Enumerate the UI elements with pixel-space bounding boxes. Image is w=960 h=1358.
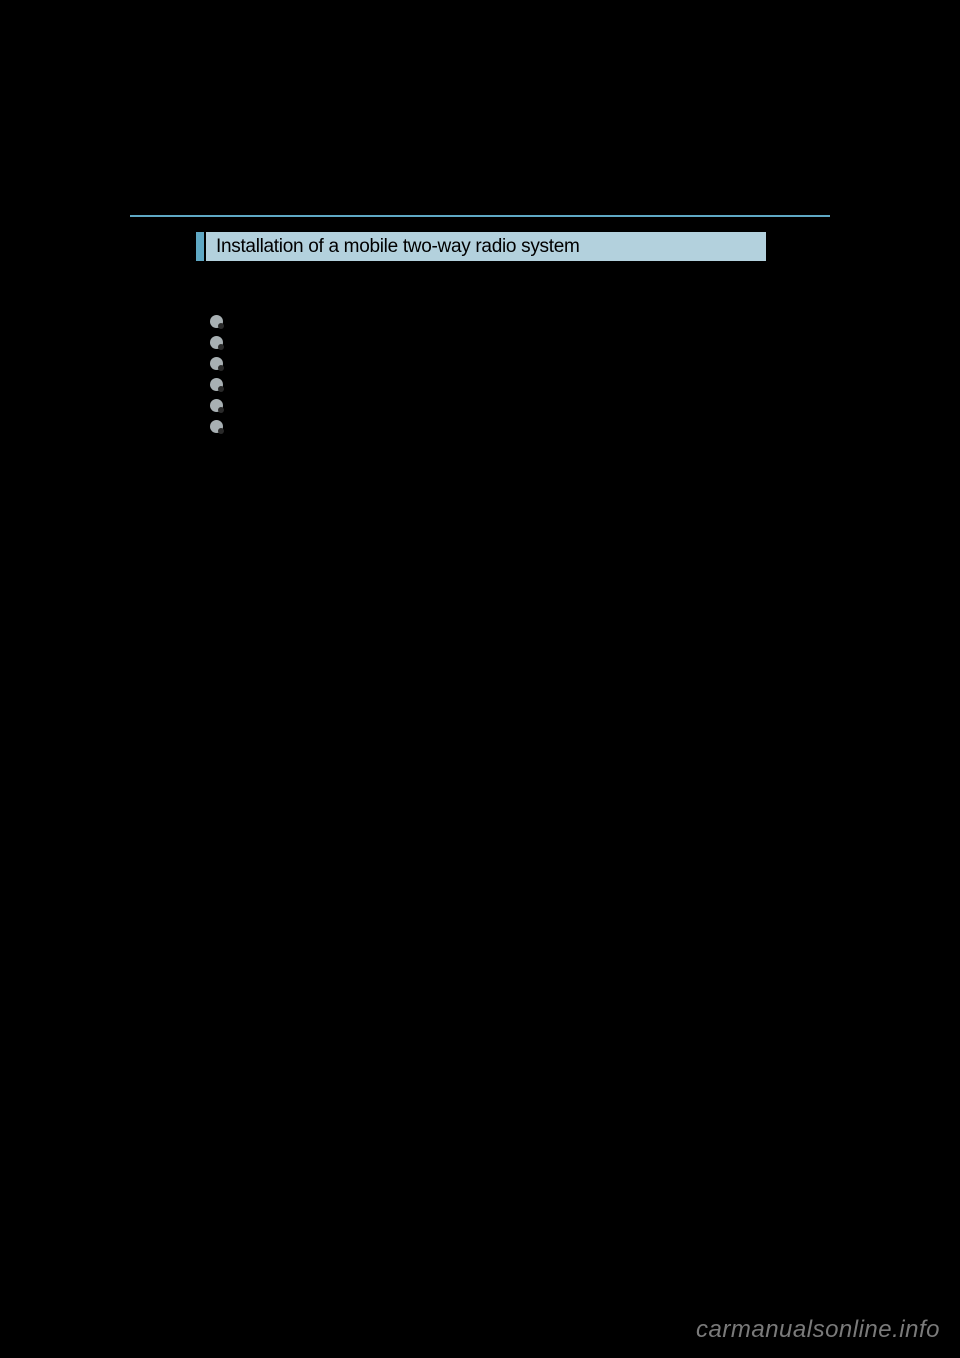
bullet-icon — [210, 357, 223, 370]
bullet-icon — [210, 420, 223, 433]
list-item — [210, 419, 223, 433]
bullet-icon — [210, 315, 223, 328]
section-title-bar: Installation of a mobile two-way radio s… — [206, 232, 766, 261]
list-item — [210, 398, 223, 412]
bullet-icon — [210, 336, 223, 349]
section-header: Installation of a mobile two-way radio s… — [196, 232, 766, 261]
horizontal-rule — [130, 215, 830, 217]
list-item — [210, 356, 223, 370]
list-item — [210, 314, 223, 328]
bullet-icon — [210, 378, 223, 391]
bullet-list — [210, 314, 223, 433]
list-item — [210, 377, 223, 391]
watermark: carmanualsonline.info — [696, 1316, 940, 1344]
bullet-icon — [210, 399, 223, 412]
section-tab — [196, 232, 204, 261]
section-title: Installation of a mobile two-way radio s… — [216, 236, 580, 258]
list-item — [210, 335, 223, 349]
